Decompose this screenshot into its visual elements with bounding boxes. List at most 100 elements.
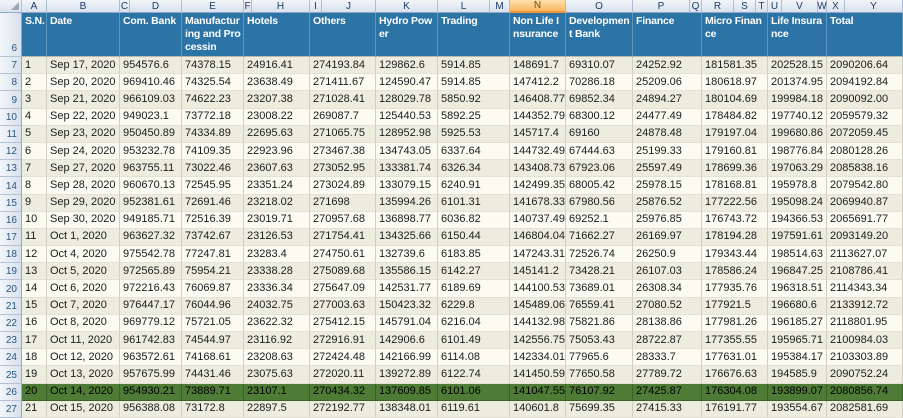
cell-com_bank[interactable]: 972565.89 [120,263,182,280]
cell-total[interactable]: 2100984.03 [827,332,903,349]
cell-date[interactable]: Sep 22, 2020 [47,109,120,126]
cell-finance[interactable]: 25199.33 [633,143,702,160]
cell-hotels[interactable]: 23116.92 [244,332,310,349]
cell-development_bank[interactable]: 76107.92 [566,384,633,401]
cell-trading[interactable]: 5914.85 [438,74,510,91]
cell-date[interactable]: Oct 5, 2020 [47,263,120,280]
cell-others[interactable]: 272424.48 [310,349,376,366]
cell-manufacturing[interactable]: 72545.95 [182,177,244,194]
column-letter-K[interactable]: K [376,0,438,13]
cell-hydro_power[interactable]: 150423.32 [376,298,438,315]
cell-hydro_power[interactable]: 137609.85 [376,384,438,401]
row-number[interactable]: 18 [0,246,22,263]
cell-micro_finance[interactable]: 177355.55 [702,332,768,349]
cell-hydro_power[interactable]: 142531.77 [376,280,438,297]
column-letter-W[interactable]: W [818,0,827,13]
cell-life_insurance[interactable]: 196318.51 [768,280,827,297]
cell-sn[interactable]: 10 [22,212,47,229]
cell-trading[interactable]: 6101.49 [438,332,510,349]
cell-trading[interactable]: 5850.92 [438,91,510,108]
cell-non_life_insurance[interactable]: 140737.49 [510,212,566,229]
column-letter-H[interactable]: H [252,0,310,13]
cell-total[interactable]: 2090752.24 [827,366,903,383]
cell-others[interactable]: 271065.75 [310,126,376,143]
cell-com_bank[interactable]: 969410.46 [120,74,182,91]
cell-com_bank[interactable]: 956388.08 [120,401,182,418]
cell-manufacturing[interactable]: 74109.35 [182,143,244,160]
cell-date[interactable]: Sep 23, 2020 [47,126,120,143]
select-all-corner[interactable] [0,0,22,13]
cell-finance[interactable]: 26250.9 [633,246,702,263]
cell-finance[interactable]: 25976.85 [633,212,702,229]
row-number[interactable]: 19 [0,263,22,280]
cell-trading[interactable]: 6183.85 [438,246,510,263]
cell-others[interactable]: 271754.41 [310,229,376,246]
header-development_bank[interactable]: Development Bank [566,13,633,57]
header-others[interactable]: Others [310,13,376,57]
cell-development_bank[interactable]: 76559.41 [566,298,633,315]
cell-sn[interactable]: 1 [22,57,47,74]
header-hydro_power[interactable]: Hydro Power [376,13,438,57]
cell-trading[interactable]: 6150.44 [438,229,510,246]
column-letter-E[interactable]: E [182,0,244,13]
cell-finance[interactable]: 26169.97 [633,229,702,246]
cell-life_insurance[interactable]: 197591.61 [768,229,827,246]
cell-manufacturing[interactable]: 77247.81 [182,246,244,263]
cell-trading[interactable]: 6101.31 [438,195,510,212]
cell-sn[interactable]: 19 [22,366,47,383]
cell-sn[interactable]: 2 [22,74,47,91]
cell-trading[interactable]: 5892.25 [438,109,510,126]
cell-development_bank[interactable]: 77650.58 [566,366,633,383]
cell-manufacturing[interactable]: 73022.46 [182,160,244,177]
row-number[interactable]: 13 [0,160,22,177]
cell-life_insurance[interactable]: 193899.07 [768,384,827,401]
cell-hydro_power[interactable]: 128029.78 [376,91,438,108]
cell-sn[interactable]: 17 [22,332,47,349]
cell-development_bank[interactable]: 77965.6 [566,349,633,366]
cell-total[interactable]: 2079542.80 [827,177,903,194]
cell-micro_finance[interactable]: 177631.01 [702,349,768,366]
cell-hydro_power[interactable]: 133079.15 [376,177,438,194]
cell-date[interactable]: Sep 24, 2020 [47,143,120,160]
header-life_insurance[interactable]: Life Insurance [768,13,827,57]
row-number[interactable]: 7 [0,57,22,74]
cell-date[interactable]: Sep 21, 2020 [47,91,120,108]
cell-life_insurance[interactable]: 195965.71 [768,332,827,349]
cell-sn[interactable]: 5 [22,126,47,143]
cell-date[interactable]: Oct 12, 2020 [47,349,120,366]
cell-sn[interactable]: 9 [22,195,47,212]
cell-total[interactable]: 2082581.69 [827,401,903,418]
cell-others[interactable]: 271411.67 [310,74,376,91]
cell-finance[interactable]: 25597.49 [633,160,702,177]
cell-others[interactable]: 272916.91 [310,332,376,349]
row-number[interactable]: 21 [0,298,22,315]
column-letter-A[interactable]: A [22,0,47,13]
column-letter-B[interactable]: B [47,0,120,13]
cell-development_bank[interactable]: 69852.34 [566,91,633,108]
column-letter-T[interactable]: T [756,0,768,13]
cell-others[interactable]: 273024.89 [310,177,376,194]
cell-hotels[interactable]: 23622.32 [244,315,310,332]
cell-micro_finance[interactable]: 178168.81 [702,177,768,194]
cell-life_insurance[interactable]: 196680.6 [768,298,827,315]
cell-development_bank[interactable]: 70286.18 [566,74,633,91]
cell-development_bank[interactable]: 67980.56 [566,195,633,212]
cell-trading[interactable]: 6216.04 [438,315,510,332]
cell-micro_finance[interactable]: 176191.77 [702,401,768,418]
cell-com_bank[interactable]: 969779.12 [120,315,182,332]
cell-finance[interactable]: 27080.52 [633,298,702,315]
cell-development_bank[interactable]: 75821.86 [566,315,633,332]
cell-non_life_insurance[interactable]: 144732.49 [510,143,566,160]
cell-com_bank[interactable]: 963572.61 [120,349,182,366]
cell-total[interactable]: 2090206.64 [827,57,903,74]
column-letter-P[interactable]: P [633,0,690,13]
cell-trading[interactable]: 6337.64 [438,143,510,160]
cell-trading[interactable]: 6326.34 [438,160,510,177]
cell-life_insurance[interactable]: 199984.18 [768,91,827,108]
cell-others[interactable]: 272020.11 [310,366,376,383]
cell-com_bank[interactable]: 963755.11 [120,160,182,177]
cell-manufacturing[interactable]: 73889.71 [182,384,244,401]
cell-hotels[interactable]: 23218.02 [244,195,310,212]
cell-others[interactable]: 275412.15 [310,315,376,332]
cell-hotels[interactable]: 23336.34 [244,280,310,297]
